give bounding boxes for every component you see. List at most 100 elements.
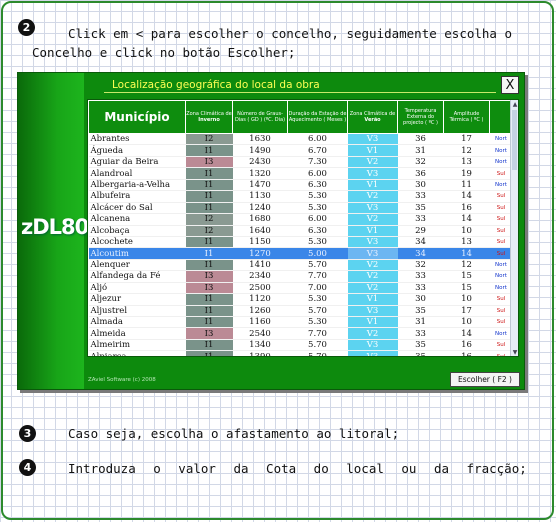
cell-municipio: Alcobaça [88,225,186,237]
cell-litoral: Nort [489,156,513,169]
cell-temperatura: 30 [397,179,444,192]
vertical-scrollbar[interactable]: ▲ ▼ [510,100,518,356]
scroll-down-arrow-icon[interactable]: ▼ [512,348,518,356]
cell-duracao: 5.30 [287,293,348,306]
col-zona-inverno[interactable]: Zona Climática de Inverno [185,100,233,134]
table-row[interactable]: Alcanena I2 1680 6.00 V2 33 14 Sul [88,213,518,226]
cell-duracao: 5.70 [287,259,348,272]
scroll-up-arrow-icon[interactable]: ▲ [512,100,518,108]
cell-amplitude: 14 [443,327,490,340]
cell-graus-dias: 1160 [232,316,288,329]
col-municipio[interactable]: Município [88,100,186,134]
table-row[interactable]: Albufeira I1 1130 5.30 V2 33 14 Sul [88,190,518,203]
table-row[interactable]: Abrantes I2 1630 6.00 V3 36 17 Nort [88,133,518,146]
cell-zona-inverno: I1 [185,316,233,329]
scroll-thumb[interactable] [512,110,517,170]
table-row[interactable]: Albergaria-a-Velha I1 1470 6.30 V1 30 11 Nort [88,179,518,192]
cell-amplitude: 15 [443,282,490,295]
table-row[interactable]: Alcácer do Sal I1 1240 5.30 V3 35 16 Sul [88,202,518,215]
cell-graus-dias: 1640 [232,225,288,237]
cell-amplitude: 14 [443,190,490,203]
cell-graus-dias: 1630 [232,133,288,146]
cell-zona-verao: V3 [347,236,398,249]
cell-graus-dias: 1120 [232,293,288,306]
cell-zona-verao: V1 [347,144,398,157]
cell-zona-inverno: I1 [185,144,233,157]
cell-amplitude: 16 [443,202,490,215]
cell-zona-verao: V2 [347,213,398,226]
cell-duracao: 6.00 [287,133,348,146]
cell-zona-inverno: I1 [185,247,233,260]
cell-zona-verao: V1 [347,179,398,192]
col-duracao[interactable]: Duração da Estação de Aquecimento ( Mese… [287,100,348,134]
cell-duracao: 5.30 [287,190,348,203]
cell-amplitude: 17 [443,133,490,146]
cell-duracao: 6.00 [287,167,348,180]
table-row[interactable]: Aguiar da Beira I3 2430 7.30 V2 32 13 Nort [88,156,518,169]
table-row[interactable]: Alcobaça I2 1640 6.30 V1 29 10 Sul [88,225,518,237]
table-row[interactable]: Águeda I1 1490 6.70 V1 31 12 Nort [88,144,518,157]
table-row[interactable]: Alfandega da Fé I3 2340 7.70 V2 33 15 Nort [88,270,518,283]
cell-zona-verao: V3 [347,202,398,215]
cell-municipio: Abrantes [88,133,186,146]
table-row[interactable]: Almeida I3 2540 7.70 V2 33 14 Nort [88,327,518,340]
cell-amplitude: 13 [443,236,490,249]
cell-temperatura: 33 [397,327,444,340]
cell-temperatura: 29 [397,225,444,237]
cell-zona-inverno: I2 [185,225,233,237]
col-amplitude[interactable]: Amplitude Térmica ( ºC ) [443,100,490,134]
cell-graus-dias: 1270 [232,247,288,260]
cell-litoral: Nort [489,133,513,146]
cell-graus-dias: 1410 [232,259,288,272]
cell-duracao: 7.00 [287,282,348,295]
cell-temperatura: 35 [397,305,444,318]
cell-temperatura: 36 [397,167,444,180]
cell-municipio: Albufeira [88,190,186,203]
cell-graus-dias: 1150 [232,236,288,249]
cell-temperatura: 32 [397,259,444,272]
cell-temperatura: 35 [397,350,444,356]
cell-zona-verao: V1 [347,316,398,329]
col-graus-dias[interactable]: Número de Graus-Dias ( GD ) (ºC. Dia) [232,100,288,134]
close-button[interactable]: X [501,76,519,94]
cell-municipio: Almeirim [88,339,186,352]
cell-temperatura: 34 [397,236,444,249]
table-row[interactable]: Alcoutim I1 1270 5.00 V3 34 14 Sul [88,247,518,260]
cell-duracao: 6.00 [287,213,348,226]
table-row[interactable]: Alpiarça I1 1390 5.70 V3 35 16 Sul [88,350,518,356]
step-2-line-1: Click em < para escolher o concelho, seg… [68,26,513,41]
table-row[interactable]: Aljezur I1 1120 5.30 V1 30 10 Sul [88,293,518,306]
municipality-table: Município Zona Climática de Inverno Númer… [88,100,518,356]
cell-temperatura: 35 [397,202,444,215]
table-row[interactable]: Aljustrel I1 1260 5.70 V3 35 17 Sul [88,305,518,318]
cell-graus-dias: 2500 [232,282,288,295]
table-row[interactable]: Aljó I3 2500 7.00 V2 33 15 Nort [88,282,518,295]
cell-municipio: Águeda [88,144,186,157]
cell-temperatura: 33 [397,190,444,203]
table-row[interactable]: Alenquer I1 1410 5.70 V2 32 12 Nort [88,259,518,272]
col-zona-verao[interactable]: Zona Climática de Verão [347,100,398,134]
table-row[interactable]: Alandroal I1 1320 6.00 V3 36 19 Sul [88,167,518,180]
cell-duracao: 5.70 [287,339,348,352]
cell-graus-dias: 1470 [232,179,288,192]
cell-temperatura: 31 [397,144,444,157]
step-4-badge: 4 [19,459,36,476]
table-row[interactable]: Almeirim I1 1340 5.70 V3 35 16 Sul [88,339,518,352]
cell-zona-verao: V3 [347,133,398,146]
cell-duracao: 7.30 [287,156,348,169]
cell-litoral: Sul [489,293,513,306]
cell-municipio: Aguiar da Beira [88,156,186,169]
cell-amplitude: 16 [443,350,490,356]
cell-municipio: Alcácer do Sal [88,202,186,215]
cell-graus-dias: 2430 [232,156,288,169]
choose-button[interactable]: Escolher ( F2 ) [450,372,520,387]
cell-municipio: Alenquer [88,259,186,272]
cell-zona-verao: V2 [347,259,398,272]
side-panel: zDL80® [18,73,95,389]
table-row[interactable]: Almada I1 1160 5.30 V1 31 10 Sul [88,316,518,329]
table-row[interactable]: Alcochete I1 1150 5.30 V3 34 13 Sul [88,236,518,249]
col-temperatura[interactable]: Temperatura Externa do projecto ( ºC ) [397,100,444,134]
cell-zona-verao: V3 [347,247,398,260]
municipality-grid[interactable]: Município Zona Climática de Inverno Númer… [87,99,519,357]
cell-litoral: Nort [489,282,513,295]
